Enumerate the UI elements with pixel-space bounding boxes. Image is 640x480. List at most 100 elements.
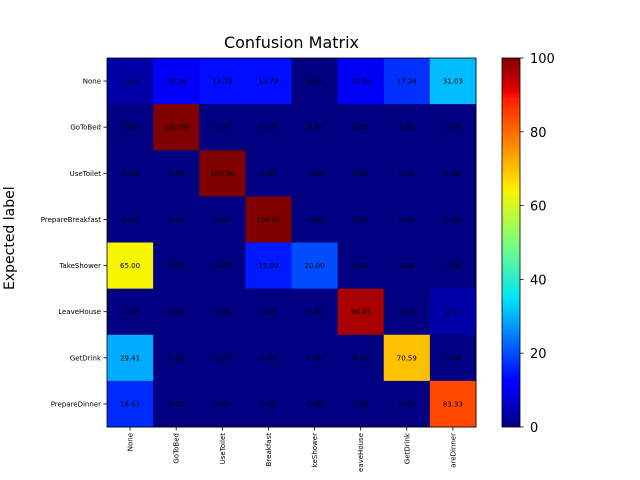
heatmap-cell [383, 150, 431, 197]
cell-value-label: 0.00 [261, 400, 277, 408]
cell-value-label: 0.00 [168, 262, 184, 270]
cell-value-label: 0.00 [122, 216, 138, 224]
colorbar-tick-label: 0 [530, 421, 538, 436]
heatmap-cell [383, 380, 431, 428]
cell-value-label: 13.79 [258, 78, 278, 86]
heatmap-cell [107, 288, 154, 336]
cell-value-label: 100.00 [210, 170, 235, 178]
heatmap-cell [245, 380, 292, 428]
heatmap-cell [429, 380, 477, 428]
cell-value-label: 0.00 [261, 170, 277, 178]
heatmap-cell [153, 150, 200, 197]
heatmap-cell [337, 58, 385, 105]
heatmap-cell [199, 104, 246, 151]
y-tick-label: PrepareDinner [51, 400, 101, 408]
heatmap-cell [245, 58, 292, 105]
cell-value-label: 0.00 [168, 400, 184, 408]
heatmap-cell [337, 196, 385, 243]
cell-value-label: 3.57 [445, 308, 461, 316]
y-tick-label: TakeShower [58, 262, 101, 270]
cell-value-label: 0.00 [307, 124, 323, 132]
heatmap-cell [337, 334, 385, 382]
cell-value-label: 0.00 [353, 124, 369, 132]
heatmap-cell [107, 196, 154, 243]
cell-value-label: 17.24 [397, 78, 418, 86]
cell-value-label: 0.00 [168, 308, 184, 316]
cell-value-label: 0.00 [215, 400, 231, 408]
cell-value-label: 0.00 [353, 170, 369, 178]
heatmap-cell [291, 288, 339, 336]
cell-value-label: 0.00 [353, 354, 369, 362]
cell-value-label: 0.00 [168, 170, 184, 178]
cell-value-label: 10.34 [166, 78, 187, 86]
heatmap-cell [199, 58, 246, 105]
heatmap-cell [429, 58, 477, 105]
y-tick-label: None [83, 78, 101, 86]
cell-value-label: 0.00 [445, 124, 461, 132]
heatmap-cell [245, 104, 292, 151]
y-tick-label: GetDrink [70, 354, 102, 362]
cell-value-label: 0.00 [353, 400, 369, 408]
heatmap-cell [429, 196, 477, 243]
heatmap-cell [429, 334, 477, 382]
cell-value-label: 65.00 [120, 262, 140, 270]
x-tick-label: keShower [311, 433, 319, 467]
cell-value-label: 0.00 [168, 354, 184, 362]
heatmap-cell [153, 242, 200, 290]
cell-value-label: 0.00 [445, 262, 461, 270]
x-tick-label: Breakfast [265, 433, 273, 467]
x-tick-label: GoToBed [173, 433, 181, 464]
cell-value-label: 0.00 [445, 170, 461, 178]
heatmap-cell [429, 242, 477, 290]
heatmap-cell [383, 196, 431, 243]
heatmap-cell [199, 334, 246, 382]
cell-value-label: 0.00 [122, 170, 138, 178]
cell-value-label: 83.33 [443, 400, 463, 408]
heatmap-cell [199, 150, 246, 197]
cell-value-label: 0.00 [215, 354, 231, 362]
cell-value-label: 0.00 [261, 354, 277, 362]
heatmap-cell [107, 58, 154, 105]
heatmap-cell [107, 380, 154, 428]
heatmap-cell [291, 58, 339, 105]
cell-value-label: 0.00 [307, 354, 323, 362]
heatmap-cell [383, 288, 431, 336]
cell-value-label: 100.00 [164, 124, 189, 132]
cell-value-label: 0.00 [399, 124, 415, 132]
cell-value-label: 0.00 [215, 308, 231, 316]
y-tick-label: GoToBed [70, 124, 101, 132]
y-tick-label: LeaveHouse [58, 308, 101, 316]
cell-value-label: 0.00 [307, 78, 323, 86]
colorbar [501, 57, 521, 428]
heatmap-cell [245, 242, 292, 290]
heatmap-cell [291, 104, 339, 151]
heatmap-cell [383, 334, 431, 382]
cell-value-label: 0.00 [261, 124, 277, 132]
heatmap-cell [153, 58, 200, 105]
cell-value-label: 96.43 [351, 308, 371, 316]
colorbar-tick-label: 40 [530, 273, 547, 288]
cell-value-label: 29.41 [120, 354, 140, 362]
heatmap-cell [291, 242, 339, 290]
cell-value-label: 0.00 [215, 262, 231, 270]
cell-value-label: 100.00 [256, 216, 281, 224]
cell-value-label: 0.00 [215, 124, 231, 132]
heatmap-cell [245, 334, 292, 382]
cell-value-label: 0.00 [261, 308, 277, 316]
cell-value-label: 0.00 [122, 124, 138, 132]
heatmap-cell [291, 196, 339, 243]
x-tick-label: UseToilet [219, 433, 227, 465]
heatmap-cell [337, 380, 385, 428]
cell-value-label: 0.00 [307, 170, 323, 178]
cell-value-label: 20.00 [305, 262, 325, 270]
x-tick-label: areDinner [449, 433, 457, 468]
heatmap-cell [245, 288, 292, 336]
cell-value-label: 0.00 [122, 308, 138, 316]
heatmap-cell [245, 196, 292, 243]
heatmap-cell [337, 150, 385, 197]
cell-value-label: 0.00 [353, 216, 369, 224]
heatmap-cell [383, 242, 431, 290]
heatmap-cell [199, 242, 246, 290]
heatmap-cell [107, 242, 154, 290]
